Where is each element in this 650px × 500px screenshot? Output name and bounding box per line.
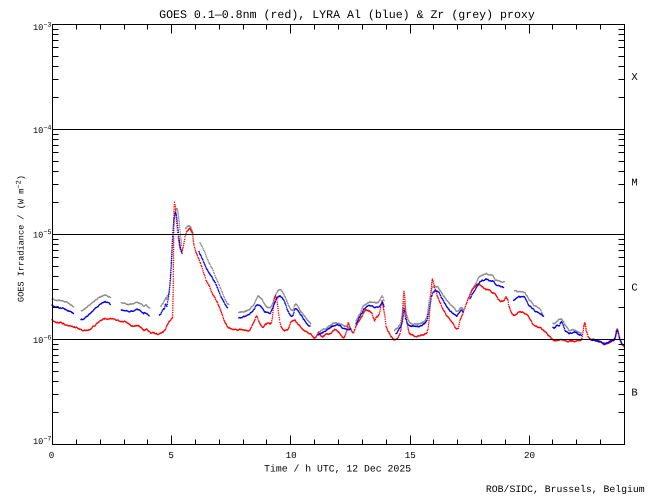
svg-text:5: 5	[168, 450, 174, 461]
svg-text:0: 0	[49, 450, 55, 461]
svg-text:B: B	[631, 388, 637, 400]
svg-text:10−5: 10−5	[33, 229, 52, 240]
svg-text:10−4: 10−4	[33, 125, 52, 136]
svg-text:GOES Irradiance / (W m−2): GOES Irradiance / (W m−2)	[16, 175, 27, 302]
svg-text:ROB/SIDC, Brussels, Belgium: ROB/SIDC, Brussels, Belgium	[486, 484, 645, 495]
svg-text:10−3: 10−3	[33, 22, 52, 33]
svg-text:20: 20	[524, 450, 535, 461]
svg-text:C: C	[631, 283, 637, 295]
svg-text:X: X	[631, 72, 638, 84]
svg-text:10: 10	[286, 450, 297, 461]
svg-text:15: 15	[405, 450, 416, 461]
svg-text:10−7: 10−7	[33, 436, 52, 447]
svg-text:M: M	[631, 178, 637, 190]
svg-text:GOES 0.1—0.8nm (red), LYRA Al: GOES 0.1—0.8nm (red), LYRA Al (blue) & Z…	[159, 9, 535, 22]
svg-text:10−6: 10−6	[33, 335, 52, 346]
svg-text:Time / h UTC, 12 Dec 2025: Time / h UTC, 12 Dec 2025	[264, 464, 411, 475]
